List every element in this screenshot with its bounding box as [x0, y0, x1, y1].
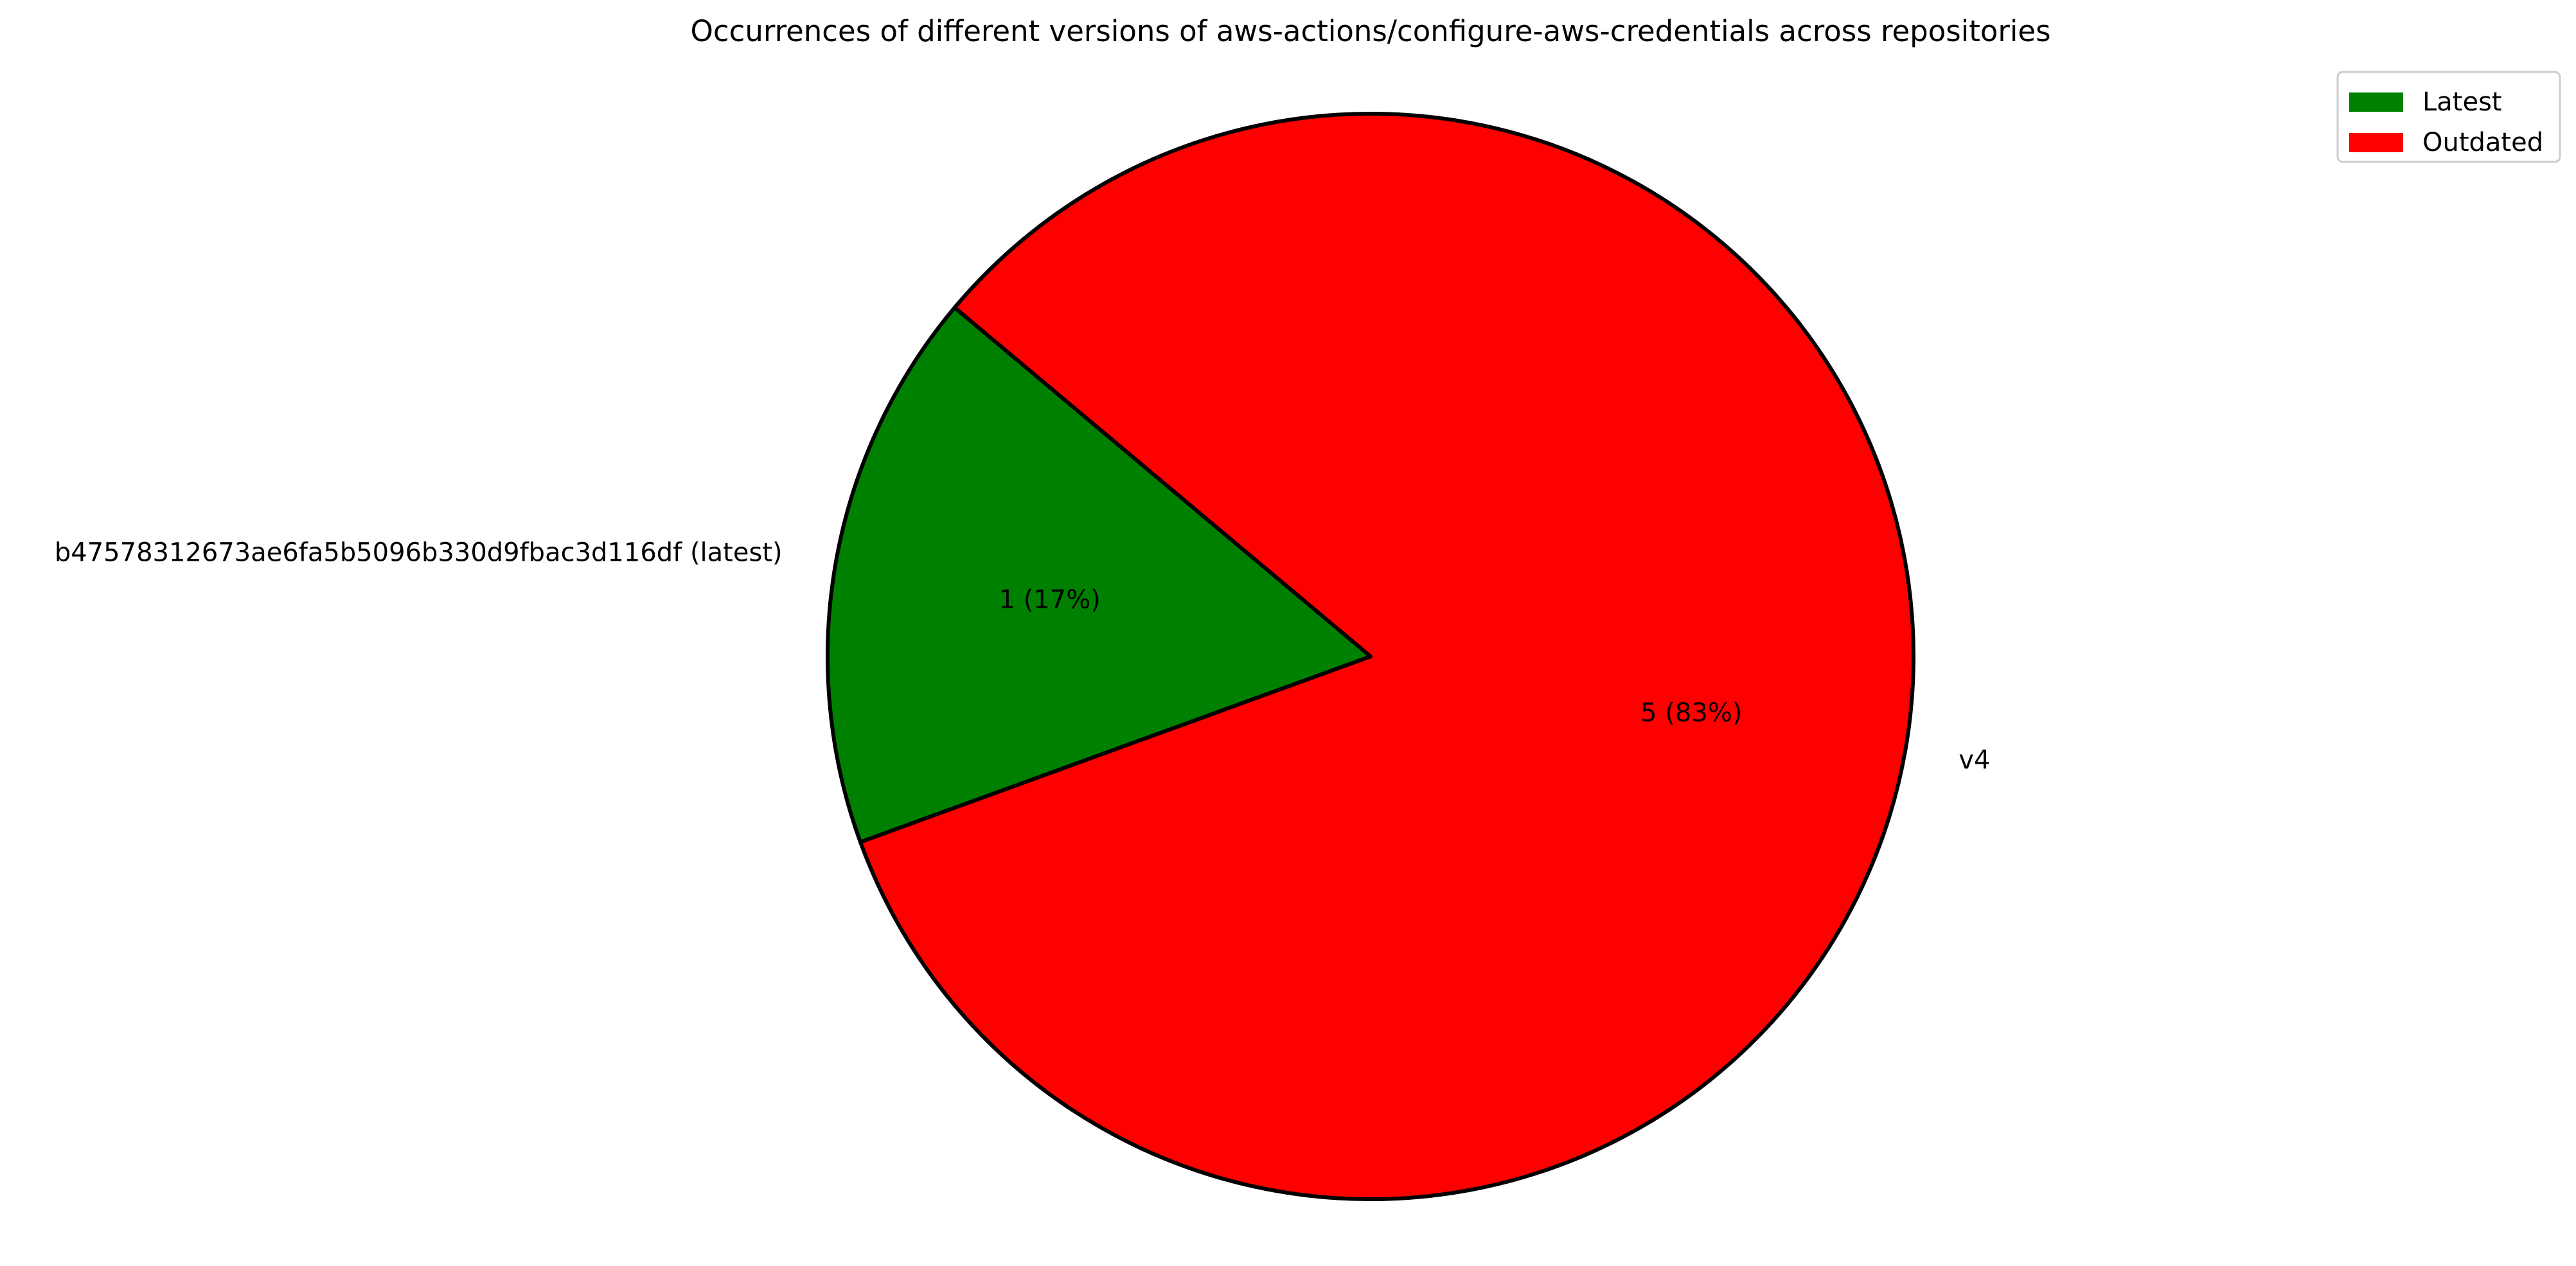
pie-slice-1 [826, 305, 1372, 845]
slice-value-label-2: 5 (83%) [1640, 698, 1742, 728]
chart-legend: Latest Outdated [2336, 71, 2561, 163]
slice-category-label-2: v4 [1959, 745, 1990, 775]
slice-category-label-1: b47578312673ae6fa5b5096b330d9fbac3d116df… [55, 538, 783, 568]
legend-swatch-2 [2349, 133, 2403, 152]
legend-entries: Latest Outdated [2349, 87, 2543, 157]
slice-value-label-1: 1 (17%) [999, 585, 1101, 615]
chart-title: Occurrences of different versions of aws… [690, 14, 2050, 48]
pie-slices [826, 112, 1915, 1201]
pie-labels: 1 (17%) b47578312673ae6fa5b5096b330d9fbac… [55, 538, 1991, 775]
legend-swatch-1 [2349, 92, 2403, 112]
legend-label-1: Latest [2422, 87, 2502, 117]
pie-slice-2 [858, 112, 1915, 1201]
legend-label-2: Outdated [2422, 128, 2543, 157]
